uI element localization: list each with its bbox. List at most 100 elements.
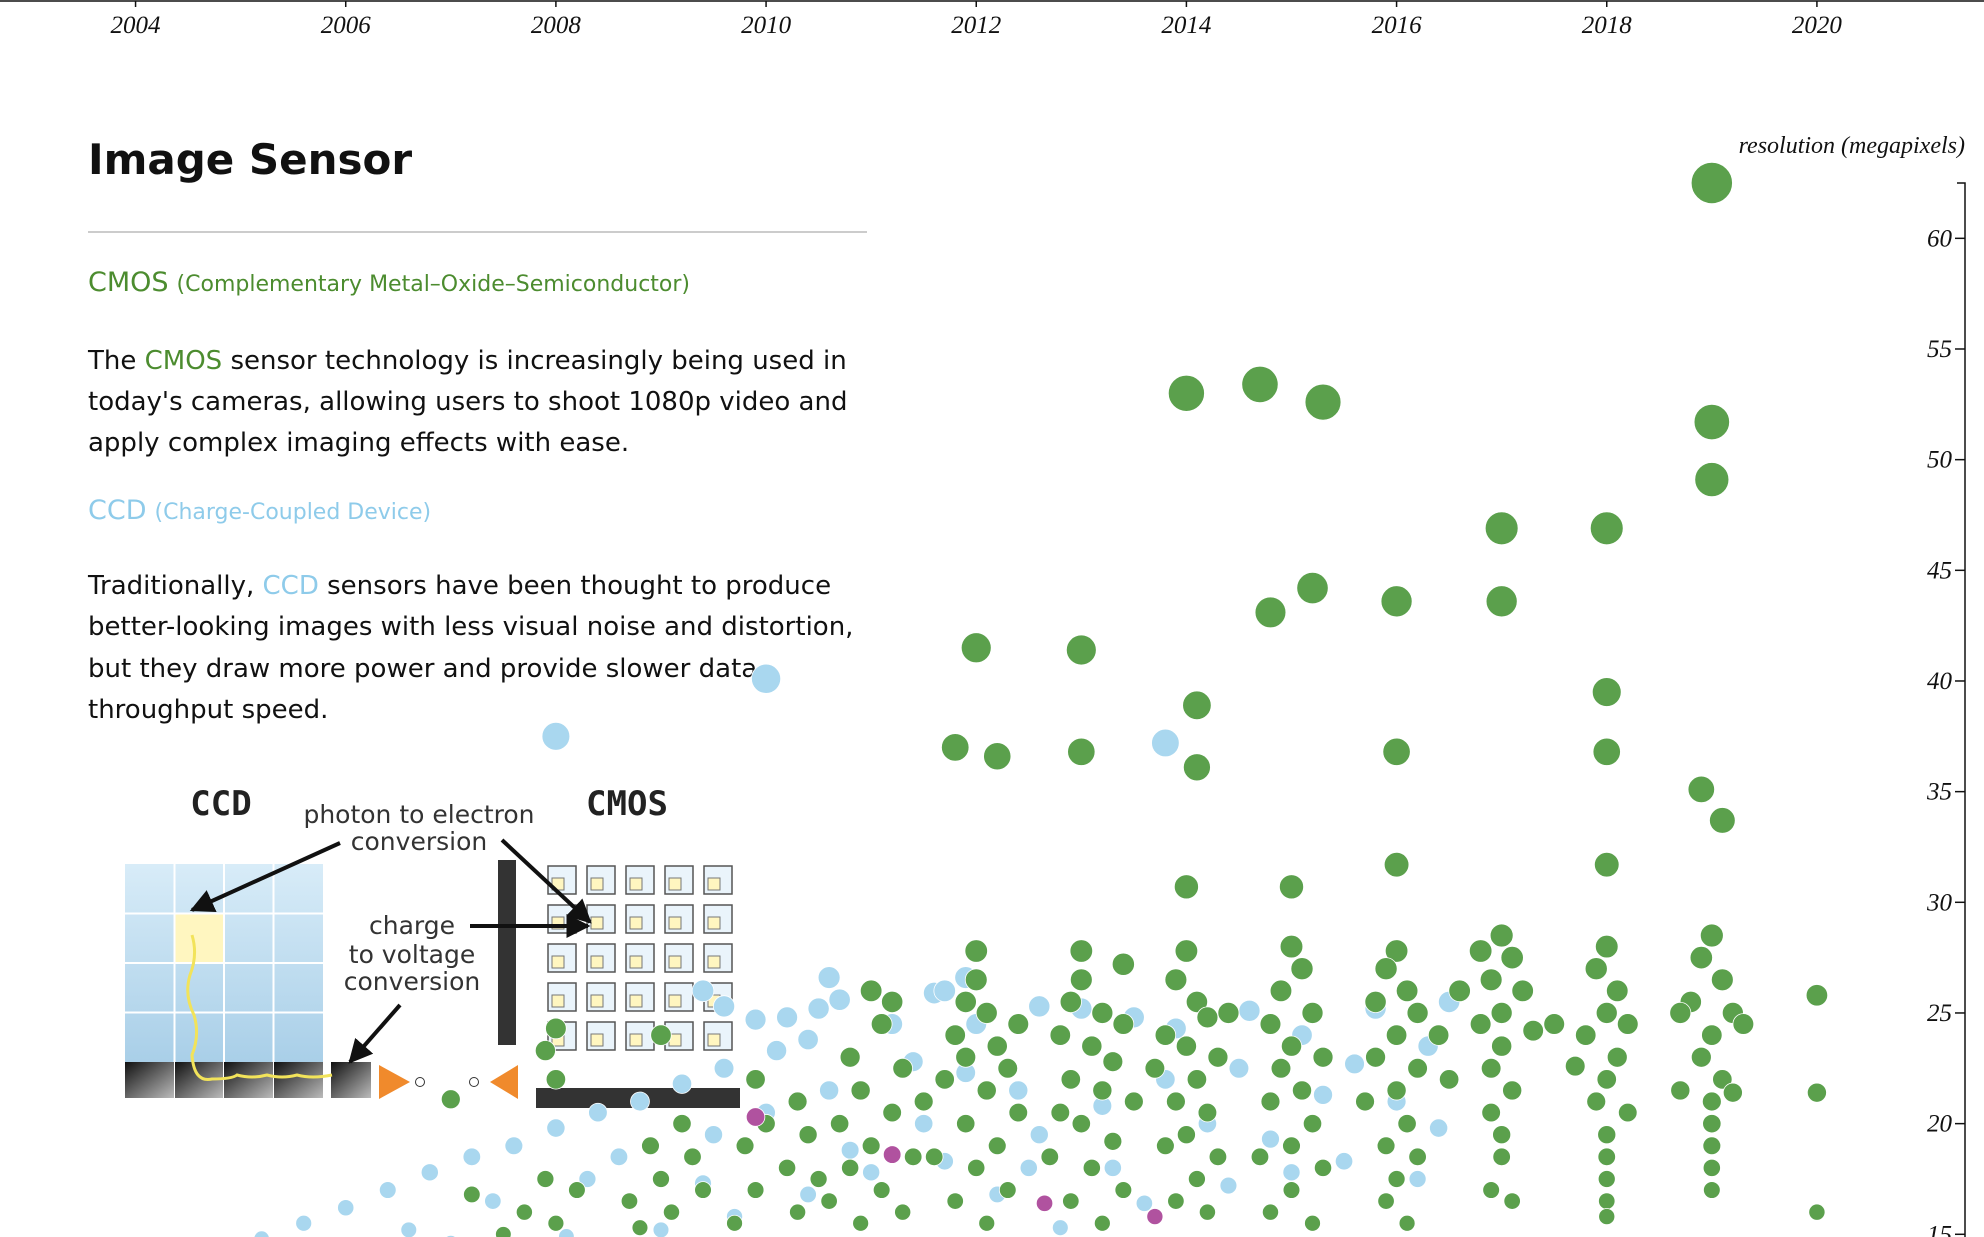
point xyxy=(694,1181,712,1199)
point xyxy=(1383,851,1410,878)
point xyxy=(776,1006,798,1029)
point xyxy=(1482,1181,1500,1199)
node xyxy=(415,1077,425,1087)
point xyxy=(1591,677,1622,707)
point xyxy=(946,1192,964,1210)
y-axis xyxy=(1957,182,1966,1237)
point xyxy=(652,1221,670,1237)
point xyxy=(1489,923,1514,948)
cmos-photodiode xyxy=(668,955,682,969)
point xyxy=(1702,1136,1722,1156)
y-tick-label: 35 xyxy=(1926,779,1952,806)
point xyxy=(987,1136,1007,1156)
point xyxy=(1710,968,1734,992)
point xyxy=(797,1028,819,1051)
point xyxy=(1302,1114,1323,1134)
point xyxy=(1468,939,1493,963)
point xyxy=(1103,1158,1122,1177)
ccd-register xyxy=(125,1062,174,1098)
point xyxy=(1175,1035,1197,1057)
x-tick-label: 2012 xyxy=(951,12,1001,39)
y-tick-label: 60 xyxy=(1927,225,1953,252)
cmos-photodiode xyxy=(668,916,682,930)
point xyxy=(1382,737,1411,766)
point xyxy=(726,1214,743,1232)
point xyxy=(652,1170,670,1188)
point xyxy=(578,1170,597,1188)
diagram-label: CCD xyxy=(190,784,251,824)
point xyxy=(986,1035,1008,1057)
section-heading: CCD (Charge-Coupled Device) xyxy=(88,495,431,526)
point xyxy=(1065,634,1097,666)
point xyxy=(1208,1147,1228,1167)
point xyxy=(1701,1091,1722,1112)
point xyxy=(1592,737,1621,766)
diagram-label: CMOS xyxy=(586,784,668,824)
point xyxy=(1806,1082,1827,1103)
point xyxy=(1241,365,1279,403)
point xyxy=(672,1114,692,1134)
point xyxy=(1146,1208,1164,1226)
point xyxy=(1406,1002,1429,1024)
text: The xyxy=(87,346,145,376)
point xyxy=(1174,939,1199,963)
point xyxy=(1397,1114,1417,1134)
highlight: CMOS xyxy=(145,346,223,376)
point xyxy=(568,1181,586,1199)
point xyxy=(1484,511,1519,546)
point xyxy=(378,1181,397,1199)
cmos-photodiode xyxy=(590,1033,604,1047)
point xyxy=(1279,934,1304,959)
point xyxy=(1364,990,1387,1013)
point xyxy=(1007,1013,1030,1035)
point xyxy=(1135,1194,1154,1212)
point xyxy=(1594,934,1619,959)
point xyxy=(983,742,1012,771)
point xyxy=(967,1158,986,1177)
point xyxy=(1082,1158,1101,1177)
point xyxy=(1575,1024,1597,1046)
point xyxy=(998,1181,1017,1199)
point xyxy=(1166,1091,1186,1112)
point xyxy=(545,1069,567,1090)
cmos-photodiode xyxy=(707,916,721,930)
diagram-label: conversion xyxy=(351,827,487,856)
point xyxy=(1196,1006,1219,1029)
point xyxy=(1448,979,1471,1003)
point xyxy=(997,1058,1019,1079)
point xyxy=(1187,1170,1206,1188)
point xyxy=(1112,1013,1135,1035)
point xyxy=(1385,1024,1408,1046)
point xyxy=(1690,161,1733,205)
point xyxy=(1712,1069,1733,1090)
point xyxy=(1480,1058,1502,1079)
point xyxy=(504,1136,524,1156)
point xyxy=(1408,1147,1427,1167)
point xyxy=(641,1136,660,1156)
point xyxy=(1093,1214,1111,1232)
point xyxy=(1051,1219,1069,1237)
point xyxy=(881,990,904,1013)
point xyxy=(1502,1080,1523,1101)
cmos-photodiode xyxy=(668,877,682,891)
point xyxy=(1395,979,1419,1003)
cmos-photodiode xyxy=(668,994,682,1008)
series xyxy=(253,663,1461,1237)
cmos-photodiode xyxy=(551,994,565,1008)
point xyxy=(1270,1058,1292,1079)
point xyxy=(546,1118,566,1138)
point xyxy=(1114,1181,1133,1199)
point xyxy=(817,966,841,989)
point xyxy=(1469,1013,1492,1035)
cmos-photodiode xyxy=(551,955,565,969)
point xyxy=(778,1158,797,1177)
ccd-register xyxy=(274,1062,323,1098)
point xyxy=(1543,1013,1566,1035)
point xyxy=(787,1091,808,1112)
point xyxy=(839,1046,861,1068)
point xyxy=(1278,874,1304,900)
point xyxy=(1261,1129,1280,1149)
x-tick-label: 2020 xyxy=(1792,12,1843,39)
point xyxy=(1049,1024,1071,1046)
point xyxy=(662,1203,681,1221)
